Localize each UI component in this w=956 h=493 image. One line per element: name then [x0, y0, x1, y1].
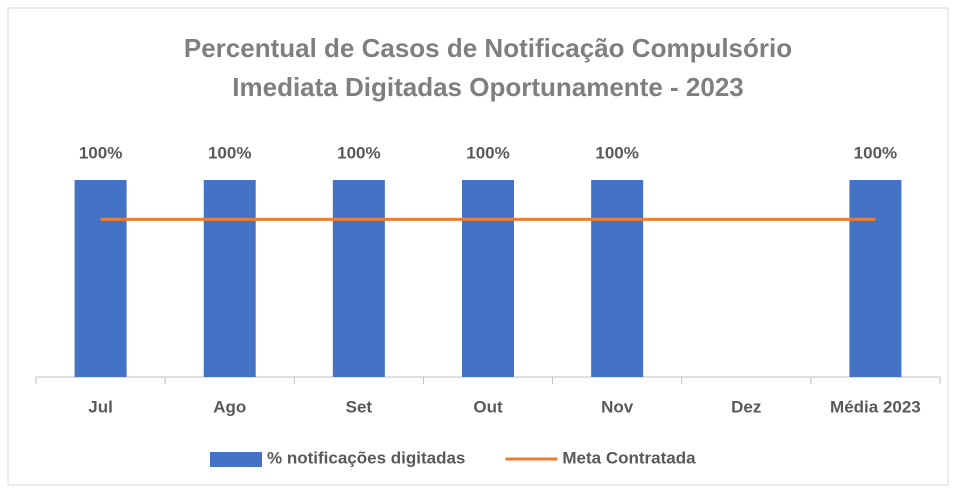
data-label: 100% — [854, 143, 897, 162]
data-label: 100% — [337, 143, 380, 162]
data-label: 100% — [208, 143, 251, 162]
x-tick-label: Jul — [88, 397, 113, 416]
data-label: 100% — [595, 143, 638, 162]
bar — [332, 180, 385, 377]
legend-label: % notificações digitadas — [267, 448, 465, 467]
legend-label: Meta Contratada — [562, 448, 696, 467]
legend-swatch — [210, 452, 262, 467]
bar — [203, 180, 256, 377]
chart-title: Percentual de Casos de Notificação Compu… — [184, 33, 792, 63]
chart-title: Imediata Digitadas Oportunamente - 2023 — [232, 72, 743, 102]
x-tick-label: Nov — [601, 397, 634, 416]
x-tick-label: Dez — [731, 397, 761, 416]
data-label: 100% — [466, 143, 509, 162]
x-tick-label: Média 2023 — [830, 397, 921, 416]
bar — [591, 180, 644, 377]
bar — [462, 180, 514, 377]
bar — [74, 180, 127, 377]
bar — [849, 180, 902, 377]
data-label: 100% — [79, 143, 122, 162]
x-tick-label: Ago — [213, 397, 246, 416]
x-tick-label: Out — [473, 397, 503, 416]
x-tick-label: Set — [346, 397, 373, 416]
